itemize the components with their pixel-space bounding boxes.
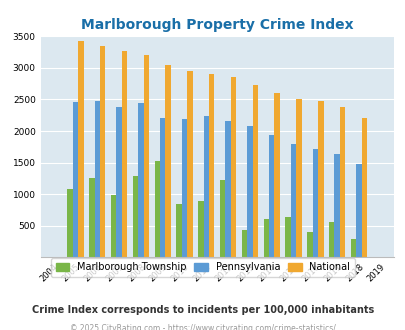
Bar	[116, 107, 121, 257]
Bar	[247, 126, 252, 257]
Bar	[312, 149, 317, 257]
Bar	[334, 154, 339, 257]
Bar	[209, 74, 214, 257]
Bar	[100, 47, 105, 257]
Bar	[269, 135, 274, 257]
Bar	[274, 93, 279, 257]
Bar	[198, 201, 203, 257]
Bar	[154, 161, 160, 257]
Bar	[67, 188, 72, 257]
Bar	[361, 118, 366, 257]
Bar	[111, 195, 116, 257]
Bar	[296, 99, 301, 257]
Bar	[263, 219, 269, 257]
Text: Crime Index corresponds to incidents per 100,000 inhabitants: Crime Index corresponds to incidents per…	[32, 305, 373, 315]
Bar	[132, 176, 138, 257]
Bar	[317, 101, 323, 257]
Bar	[339, 107, 345, 257]
Bar	[122, 51, 127, 257]
Bar	[165, 65, 171, 257]
Bar	[355, 164, 361, 257]
Text: © 2025 CityRating.com - https://www.cityrating.com/crime-statistics/: © 2025 CityRating.com - https://www.city…	[70, 324, 335, 330]
Bar	[89, 178, 94, 257]
Bar	[225, 121, 230, 257]
Bar	[203, 116, 209, 257]
Bar	[176, 204, 181, 257]
Bar	[181, 119, 187, 257]
Bar	[143, 55, 149, 257]
Bar	[138, 103, 143, 257]
Bar	[220, 180, 225, 257]
Bar	[328, 222, 334, 257]
Legend: Marlborough Township, Pennsylvania, National: Marlborough Township, Pennsylvania, Nati…	[51, 258, 354, 277]
Bar	[285, 217, 290, 257]
Title: Marlborough Property Crime Index: Marlborough Property Crime Index	[81, 18, 353, 32]
Bar	[72, 102, 78, 257]
Bar	[290, 144, 296, 257]
Bar	[252, 85, 258, 257]
Bar	[241, 230, 247, 257]
Bar	[160, 118, 165, 257]
Bar	[350, 239, 355, 257]
Bar	[230, 77, 236, 257]
Bar	[307, 232, 312, 257]
Bar	[78, 41, 83, 257]
Bar	[94, 101, 100, 257]
Bar	[187, 71, 192, 257]
